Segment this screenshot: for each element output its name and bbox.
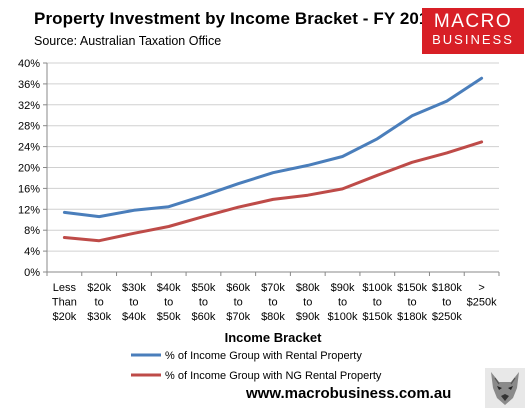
x-tick-label: $50k to $60k [192, 282, 216, 323]
macrobusiness-logo: MACRO BUSINESS [422, 8, 524, 54]
x-tick-label: $60k to $70k [226, 282, 250, 323]
y-tick-label: 28% [18, 121, 40, 133]
x-tick-label: Less Than $20k [52, 282, 77, 323]
x-tick-label: $90k to $100k [328, 282, 358, 323]
y-tick-label: 20% [18, 163, 40, 175]
x-tick-label: $70k to $80k [261, 282, 285, 323]
x-tick-label: $30k to $40k [122, 282, 146, 323]
y-tick-labels: 0% 4% 8% 12% 16% 20% 24% 28% 32% 36% 40% [18, 58, 40, 279]
chart-title: Property Investment by Income Bracket - … [34, 9, 439, 28]
series-line-2 [62, 140, 484, 243]
legend-label-1: % of Income Group with Rental Property [165, 350, 362, 362]
gridlines [47, 62, 499, 252]
y-tick-label: 40% [18, 58, 40, 70]
y-tick-label: 4% [24, 246, 40, 258]
x-tick-label: $20k to $30k [87, 282, 111, 323]
x-tick-label: $100k to $150k [362, 282, 392, 323]
wolf-head-icon [485, 368, 525, 408]
legend: % of Income Group with Rental Property % … [131, 350, 382, 382]
logo-line-macro: MACRO [433, 11, 513, 32]
website-url: www.macrobusiness.com.au [246, 385, 452, 402]
x-axis-label: Income Bracket [225, 330, 322, 345]
x-tick-label: $40k to $50k [157, 282, 181, 323]
x-tick-label: $80k to $90k [296, 282, 320, 323]
x-tick-labels: Less Than $20k $20k to $30k $30k to $40k $40k to $5… [52, 282, 497, 323]
y-tick-label: 0% [24, 267, 40, 279]
y-tick-label: 12% [18, 204, 40, 216]
y-tick-label: 32% [18, 100, 40, 112]
x-tick-label: > $250k [467, 282, 497, 309]
source-note: Source: Australian Taxation Office [34, 34, 222, 48]
y-tick-label: 36% [18, 79, 40, 91]
y-tick-label: 8% [24, 225, 40, 237]
series-line-1 [62, 76, 484, 219]
y-tick-label: 16% [18, 183, 40, 195]
x-tick-label: $150k to $180k [397, 282, 427, 323]
axes [43, 62, 500, 276]
legend-label-2: % of Income Group with NG Rental Propert… [165, 370, 382, 382]
y-tick-label: 24% [18, 142, 40, 154]
x-tick-label: $180k to $250k [432, 282, 462, 323]
series-lines [62, 76, 484, 243]
logo-line-business: BUSINESS [432, 32, 514, 47]
